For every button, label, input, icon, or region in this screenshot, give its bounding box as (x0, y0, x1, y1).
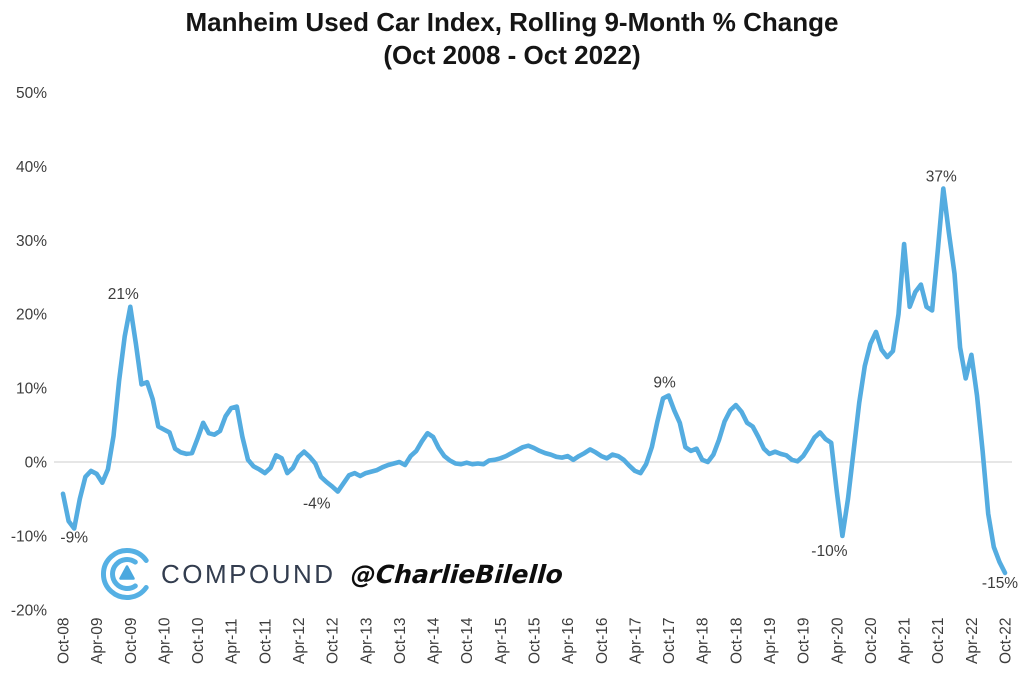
x-axis-tick-label: Oct-08 (56, 617, 73, 664)
x-axis-tick-label: Oct-10 (190, 617, 207, 664)
x-axis-tick-label: Oct-19 (796, 617, 813, 664)
x-axis-tick-label: Apr-21 (897, 617, 914, 664)
y-axis-tick-label: 20% (16, 307, 47, 324)
compound-logo-text: COMPOUND (161, 558, 336, 589)
x-axis-tick-label: Oct-22 (998, 617, 1015, 664)
branding: COMPOUND @CharlieBilello (98, 545, 564, 603)
x-axis-tick-label: Apr-16 (560, 617, 577, 664)
annotation-Oct-22: -15% (982, 575, 1018, 592)
chart-title-line2: (Oct 2008 - Oct 2022) (383, 40, 641, 70)
y-axis-tick-label: 10% (16, 381, 47, 398)
annotation-Oct-09: 21% (108, 286, 139, 303)
x-axis-tick-label: Apr-15 (493, 617, 510, 664)
annotation-Dec-08: -9% (60, 530, 88, 547)
x-axis-tick-label: Oct-20 (863, 617, 880, 664)
y-axis-tick-label: 50% (16, 85, 47, 102)
x-axis-tick-label: Apr-22 (964, 617, 981, 664)
x-axis-tick-label: Apr-10 (156, 617, 173, 664)
x-axis-tick-label: Oct-16 (594, 617, 611, 664)
logo-inner-arc (110, 557, 138, 591)
chart-title: Manheim Used Car Index, Rolling 9-Month … (0, 6, 1024, 72)
x-axis-tick-label: Apr-13 (358, 617, 375, 664)
x-axis-tick-label: Apr-11 (224, 619, 241, 664)
y-axis-tick-label: -20% (11, 602, 47, 619)
x-axis-tick-label: Apr-14 (426, 617, 443, 664)
x-axis-tick-label: Oct-17 (661, 617, 678, 664)
annotation-Nov-12: -4% (303, 496, 331, 513)
x-axis-tick-label: Oct-15 (527, 617, 544, 664)
annotation-Nov-21: 37% (926, 169, 957, 186)
x-axis-tick-label: Oct-18 (728, 617, 745, 664)
annotation-May-20: -10% (811, 543, 847, 560)
x-axis-tick-label: Apr-19 (762, 617, 779, 664)
logo-triangle-icon (119, 565, 135, 580)
x-axis-tick-label: Apr-20 (829, 617, 846, 664)
x-axis-tick-label: Apr-17 (627, 617, 644, 664)
series-line (60, 186, 1008, 576)
x-axis-tick-label: Oct-09 (123, 617, 140, 664)
x-axis-tick-label: Apr-09 (89, 617, 106, 664)
y-axis-tick-label: 0% (25, 455, 48, 472)
x-axis-tick-label: Oct-21 (930, 617, 947, 664)
author-handle: @CharlieBilello (349, 559, 564, 589)
annotation-Oct-17: 9% (653, 374, 676, 391)
y-axis-tick-label: 40% (16, 159, 47, 176)
x-axis-tick-label: Oct-12 (325, 617, 342, 664)
x-axis-tick-label: Apr-12 (291, 617, 308, 664)
x-axis-tick-label: Oct-13 (392, 617, 409, 664)
x-axis-tick-label: Apr-18 (695, 617, 712, 664)
compound-logo-icon (100, 548, 149, 600)
y-axis-tick-label: -10% (11, 528, 47, 545)
x-axis-tick-label: Oct-14 (459, 617, 476, 664)
y-axis-tick-label: 30% (16, 233, 47, 250)
x-axis-tick-label: Oct-11 (257, 619, 274, 664)
chart-title-line1: Manheim Used Car Index, Rolling 9-Month … (185, 7, 839, 37)
logo-outer-arc (100, 548, 149, 600)
